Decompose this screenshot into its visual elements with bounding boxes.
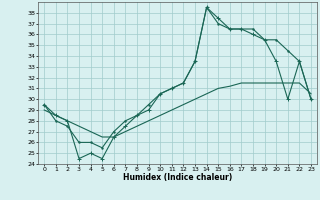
X-axis label: Humidex (Indice chaleur): Humidex (Indice chaleur) (123, 173, 232, 182)
